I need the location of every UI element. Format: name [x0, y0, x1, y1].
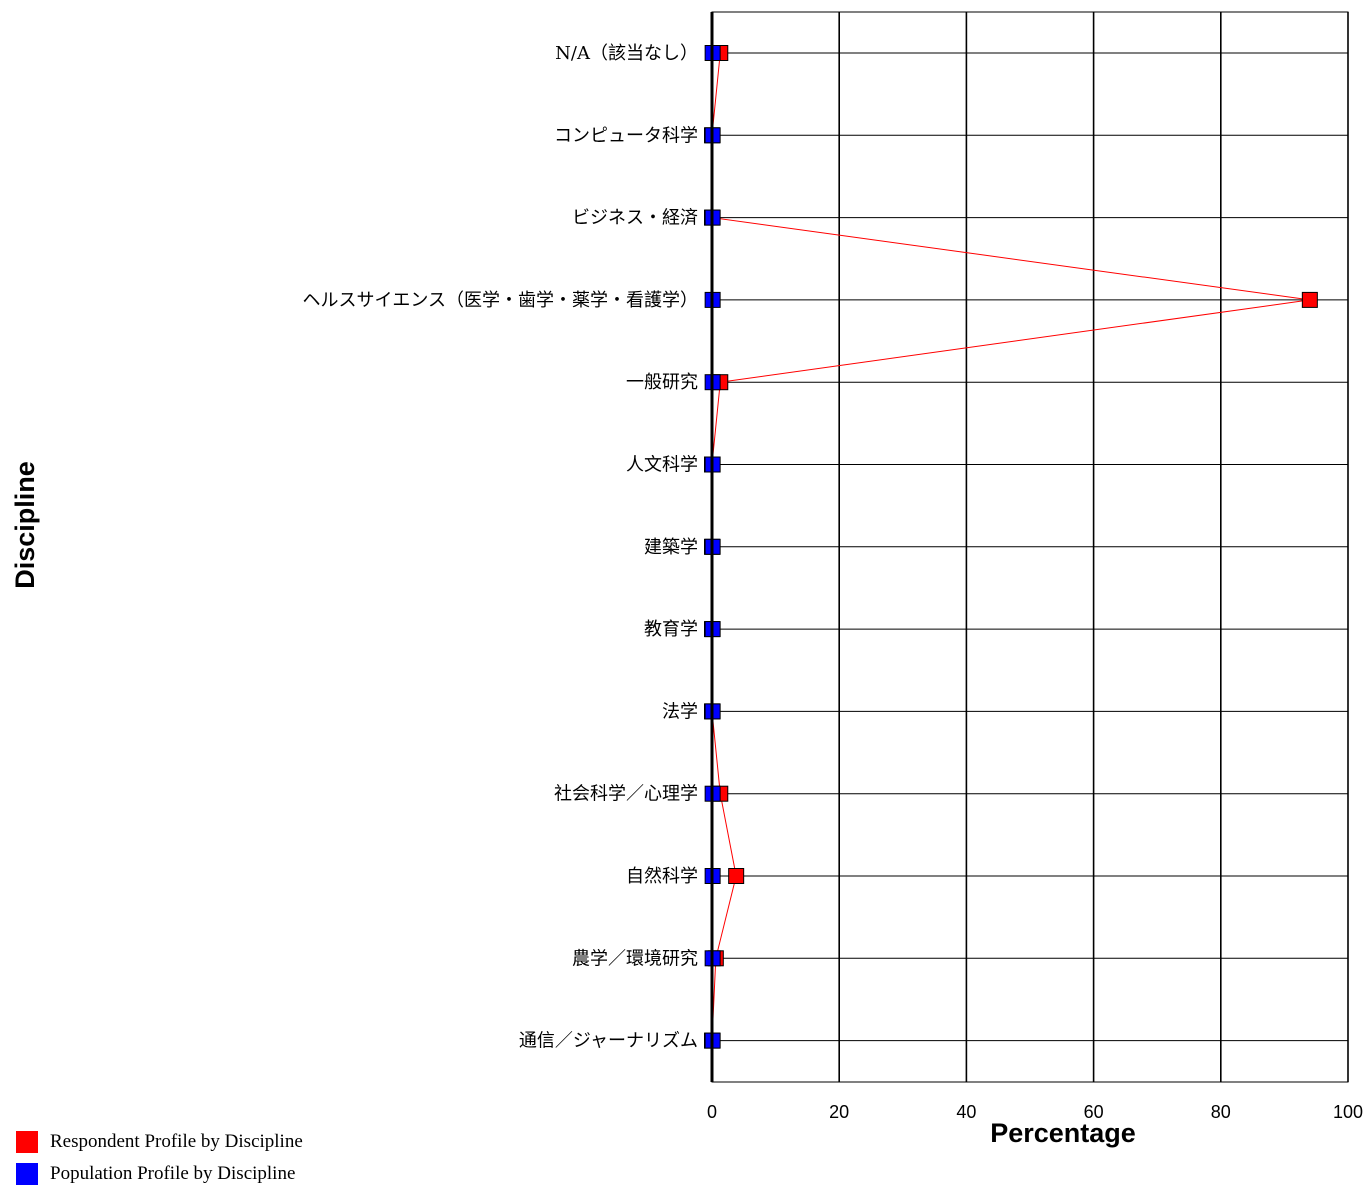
x-tick-label: 80 [1211, 1102, 1231, 1122]
category-label: 人文科学 [626, 455, 698, 476]
category-label: ヘルスサイエンス（医学・歯学・薬学・看護学） [303, 290, 698, 311]
category-label: コンピュータ科学 [554, 125, 698, 146]
category-label: 社会科学／心理学 [554, 784, 698, 805]
category-labels: N/A（該当なし） コンピュータ科学ビジネス・経済ヘルスサイエンス（医学・歯学・薬… [303, 43, 698, 1052]
x-tick-label: 0 [707, 1102, 717, 1122]
y-axis-title: Discipline [10, 461, 40, 589]
x-tick-label: 20 [829, 1102, 849, 1122]
x-tick-label: 40 [956, 1102, 976, 1122]
category-label: N/A（該当なし） [555, 43, 698, 64]
category-label: 通信／ジャーナリズム [519, 1031, 698, 1052]
category-label: ビジネス・経済 [572, 208, 698, 229]
axes: 0 20 40 60 80 100 [707, 12, 1363, 1122]
grid [711, 11, 1349, 1083]
data-point-0 [1301, 291, 1318, 308]
category-label: 一般研究 [626, 372, 698, 393]
x-axis-title: Percentage [990, 1118, 1136, 1148]
legend-label-population: Population Profile by Discipline [50, 1163, 296, 1184]
legend-swatch-population [16, 1163, 38, 1185]
category-label: 教育学 [644, 619, 698, 640]
x-tick-label: 60 [1084, 1102, 1104, 1122]
legend-swatch-respondent [16, 1131, 38, 1153]
category-label: 農学／環境研究 [572, 948, 698, 969]
legend: Respondent Profile by Discipline Populat… [16, 1128, 303, 1192]
category-label: 法学 [662, 701, 698, 722]
legend-item-population: Population Profile by Discipline [16, 1160, 303, 1188]
legend-item-respondent: Respondent Profile by Discipline [16, 1128, 303, 1156]
x-tick-label: 100 [1333, 1102, 1363, 1122]
category-label: 自然科学 [626, 866, 698, 887]
data-point-0 [728, 868, 745, 884]
category-label: 建築学 [644, 537, 698, 558]
legend-label-respondent: Respondent Profile by Discipline [50, 1131, 303, 1152]
